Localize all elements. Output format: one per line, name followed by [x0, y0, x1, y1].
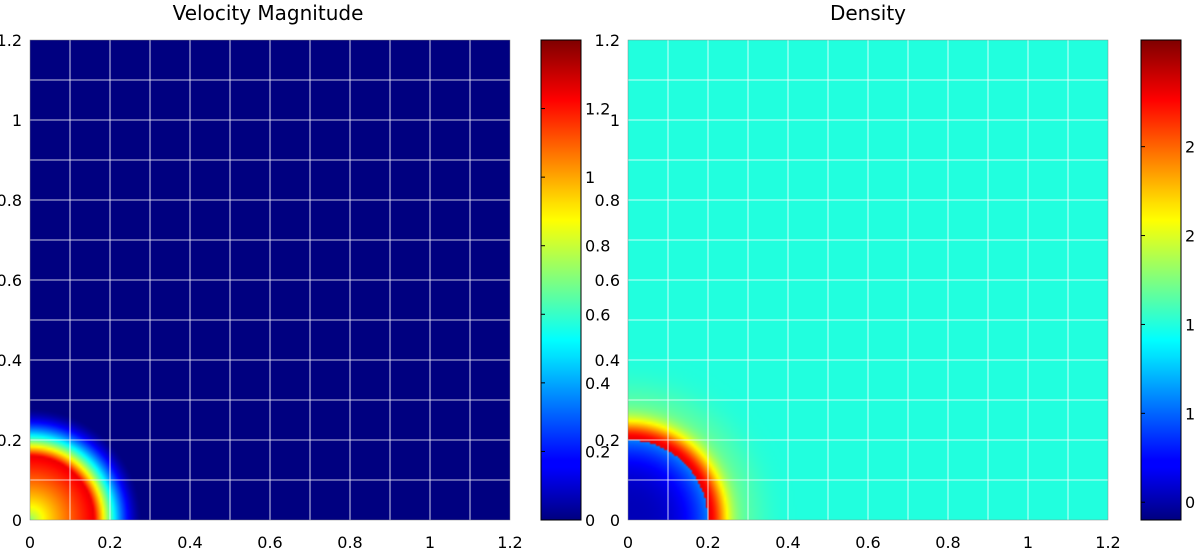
density-panel: Density 0 0.2 0.4 0.6 0.8 1 1.2 0 0.2 0.4 0.6 0.8 1…	[595, 1, 1196, 550]
x-tick-label: 0.2	[97, 533, 122, 550]
colorbar-tick-label: 0.4	[585, 374, 610, 393]
y-tick-label: 0.8	[0, 191, 22, 210]
y-tick-label: 1.2	[0, 31, 22, 50]
density-y-ticks: 0 0.2 0.4 0.6 0.8 1 1.2	[595, 31, 620, 530]
x-tick-label: 0.6	[257, 533, 282, 550]
colorbar-tick-label: 1.2	[585, 100, 610, 119]
colorbar-tick-label: 1	[1185, 404, 1195, 423]
density-axes-frame	[627, 39, 1109, 521]
x-tick-label: 0.2	[695, 533, 720, 550]
x-tick-label: 1	[425, 533, 435, 550]
x-tick-label: 0	[623, 533, 633, 550]
density-x-ticks: 0 0.2 0.4 0.6 0.8 1 1.2	[623, 533, 1121, 550]
colorbar-tick-label: 1	[1185, 315, 1195, 334]
y-tick-label: 0.2	[595, 431, 620, 450]
velocity-grid	[30, 40, 510, 520]
y-tick-label: 0.4	[595, 351, 620, 370]
x-tick-label: 0	[25, 533, 35, 550]
colorbar-tick-label: 2	[1185, 227, 1195, 246]
y-tick-label: 1	[610, 111, 620, 130]
density-colorbar-ticks: 0 1 1 2 2	[1141, 138, 1195, 512]
velocity-y-ticks: 0 0.2 0.4 0.6 0.8 1 1.2	[0, 31, 22, 530]
y-tick-label: 1.2	[595, 31, 620, 50]
x-tick-label: 0.4	[775, 533, 800, 550]
y-tick-label: 0.6	[595, 271, 620, 290]
velocity-x-ticks: 0 0.2 0.4 0.6 0.8 1 1.2	[25, 533, 523, 550]
y-tick-label: 0.4	[0, 351, 22, 370]
velocity-colorbar-ticks: 0 0.2 0.4 0.6 0.8 1 1.2	[541, 100, 610, 530]
velocity-axes-frame	[29, 39, 511, 521]
colorbar-tick-label: 0	[1185, 493, 1195, 512]
y-tick-label: 0.2	[0, 431, 22, 450]
colorbar-tick-label: 2	[1185, 138, 1195, 157]
y-tick-label: 1	[12, 111, 22, 130]
x-tick-label: 0.6	[855, 533, 880, 550]
colorbar-tick-label: 0.6	[585, 305, 610, 324]
y-tick-label: 0	[610, 511, 620, 530]
x-tick-label: 1.2	[497, 533, 522, 550]
velocity-panel: Velocity Magnitude 0 0.2 0.4 0.6 0.8 1 1.2 0 0.…	[0, 1, 610, 550]
velocity-colorbar	[540, 39, 582, 521]
colorbar-tick-label: 1	[585, 168, 595, 187]
x-tick-label: 0.4	[177, 533, 202, 550]
density-grid	[628, 40, 1108, 520]
y-tick-label: 0	[12, 511, 22, 530]
velocity-title: Velocity Magnitude	[173, 1, 364, 25]
x-tick-label: 0.8	[337, 533, 362, 550]
density-colorbar	[1140, 39, 1182, 521]
x-tick-label: 1	[1023, 533, 1033, 550]
colorbar-tick-label: 0	[585, 511, 595, 530]
colorbar-tick-label: 0.2	[585, 442, 610, 461]
density-title: Density	[830, 1, 906, 25]
x-tick-label: 0.8	[935, 533, 960, 550]
x-tick-label: 1.2	[1095, 533, 1120, 550]
y-tick-label: 0.8	[595, 191, 620, 210]
colorbar-tick-label: 0.8	[585, 237, 610, 256]
y-tick-label: 0.6	[0, 271, 22, 290]
